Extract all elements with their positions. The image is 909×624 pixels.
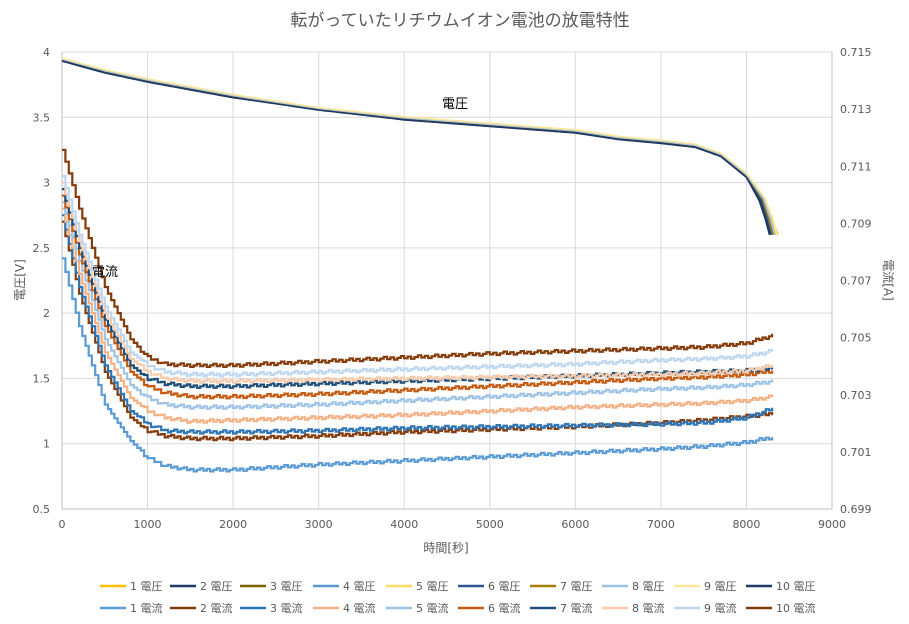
current-line-3 — [62, 214, 774, 435]
legend-label: 2 電流 — [200, 601, 233, 615]
y-left-tick-label: 3 — [43, 177, 50, 190]
voltage-series-group — [61, 57, 779, 236]
x-axis-title: 時間[秒] — [423, 541, 468, 555]
current-line-8 — [62, 181, 774, 384]
legend-label: 8 電圧 — [632, 580, 665, 593]
voltage-line-8 — [61, 58, 776, 236]
current-line-1 — [62, 257, 774, 473]
legend-label: 9 電流 — [704, 601, 737, 615]
legend-label: 6 電流 — [488, 601, 521, 615]
x-tick-label: 1000 — [134, 518, 162, 531]
legend-label: 5 電圧 — [416, 580, 449, 593]
x-tick-label: 4000 — [390, 518, 418, 531]
legend-label: 1 電流 — [130, 601, 163, 615]
legend-label: 5 電流 — [416, 601, 449, 615]
legend-label: 9 電圧 — [704, 580, 737, 593]
legend-label: 7 電圧 — [560, 580, 593, 593]
x-tick-label: 2000 — [219, 518, 247, 531]
y-left-tick-label: 1 — [43, 438, 50, 451]
y-left-tick-label: 3.5 — [33, 111, 51, 124]
current-line-9 — [62, 174, 774, 378]
y-right-tick-label: 0.705 — [840, 332, 872, 345]
legend-label: 4 電圧 — [343, 580, 376, 593]
legend-label: 10 電圧 — [776, 580, 816, 593]
y-axis-left-title: 電圧[V] — [13, 259, 27, 301]
legend-label: 1 電圧 — [130, 580, 163, 593]
y-right-tick-label: 0.699 — [840, 503, 872, 516]
current-series-group — [62, 148, 774, 473]
legend-label: 7 電流 — [560, 601, 593, 615]
legend-label: 2 電圧 — [200, 580, 233, 593]
x-tick-label: 0 — [59, 518, 66, 531]
legend-label: 10 電流 — [776, 601, 816, 615]
x-tick-label: 7000 — [647, 518, 675, 531]
y-right-tick-label: 0.701 — [840, 446, 872, 459]
x-tick-label: 5000 — [476, 518, 504, 531]
y-left-tick-label: 2 — [43, 307, 50, 320]
y-right-tick-label: 0.709 — [840, 217, 872, 230]
axes: 0.5 1 1.5 2 2.5 3 3.5 4 0 1000 2000 3000 4000 5000 600… — [33, 46, 872, 531]
current-line-10 — [62, 148, 774, 368]
y-left-tick-label: 4 — [43, 46, 50, 59]
current-line-5 — [62, 201, 774, 410]
y-right-tick-label: 0.711 — [840, 160, 872, 173]
current-line-4 — [62, 207, 774, 424]
x-tick-label: 3000 — [305, 518, 333, 531]
y-right-tick-label: 0.707 — [840, 275, 872, 288]
y-right-tick-label: 0.713 — [840, 103, 872, 116]
legend-label: 6 電圧 — [488, 580, 521, 593]
y-axis-right-title: 電流[A] — [881, 259, 895, 301]
current-line-2 — [62, 220, 774, 442]
x-tick-label: 6000 — [561, 518, 589, 531]
y-left-tick-label: 0.5 — [33, 503, 51, 516]
y-left-tick-label: 2.5 — [33, 242, 51, 255]
voltage-annotation: 電圧 — [442, 97, 468, 112]
legend-label: 3 電圧 — [270, 580, 303, 593]
voltage-line-2 — [61, 60, 771, 236]
voltage-line-10 — [61, 60, 772, 236]
y-right-tick-label: 0.715 — [840, 46, 872, 59]
legend-label: 4 電流 — [343, 601, 376, 615]
voltage-line-9 — [61, 57, 778, 236]
legend: 1 電圧 2 電圧 3 電圧 4 電圧 5 電圧 6 電圧 7 電圧 8 電圧 9 電圧 10 電… — [100, 580, 816, 615]
y-left-tick-label: 1.5 — [33, 372, 51, 385]
current-line-6 — [62, 194, 774, 400]
y-right-tick-label: 0.703 — [840, 389, 872, 402]
legend-label: 8 電流 — [632, 601, 665, 615]
current-annotation: 電流 — [92, 265, 118, 280]
x-tick-label: 8000 — [732, 518, 760, 531]
x-tick-label: 9000 — [818, 518, 846, 531]
chart-title: 転がっていたリチウムイオン電池の放電特性 — [290, 11, 629, 31]
legend-label: 3 電流 — [270, 601, 303, 615]
